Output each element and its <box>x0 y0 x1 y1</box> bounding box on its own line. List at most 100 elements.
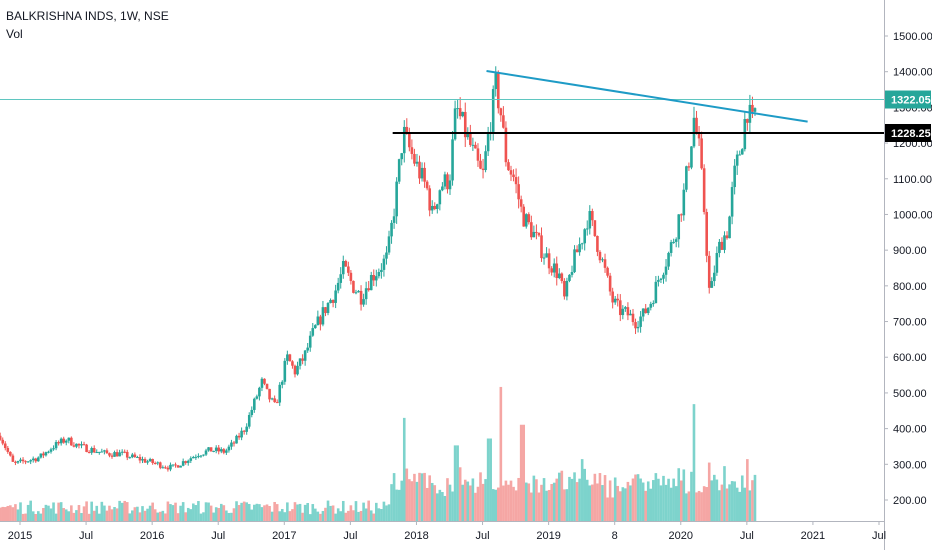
volume-bar <box>275 504 279 521</box>
candle-body <box>730 187 734 217</box>
candle <box>608 272 612 296</box>
candle <box>550 266 553 276</box>
volume-bar <box>6 505 10 521</box>
candle-body <box>306 347 309 351</box>
candle-body <box>352 280 355 293</box>
candle <box>504 121 508 167</box>
candle-body <box>293 365 297 375</box>
candle <box>469 124 472 147</box>
volume-bar <box>631 478 635 521</box>
symbol-title: BALKRISHNA INDS, 1W, NSE <box>6 9 169 23</box>
volume-bar <box>42 508 45 521</box>
volume-bar <box>293 502 297 521</box>
candle <box>336 277 340 294</box>
volume-bar <box>408 479 411 521</box>
volume-bar <box>82 506 86 521</box>
candle-body <box>120 451 124 453</box>
volume-bar <box>87 513 91 521</box>
candle-body <box>453 108 457 140</box>
candle <box>390 220 393 244</box>
candle <box>428 185 431 217</box>
candle <box>636 320 640 333</box>
candle-body <box>31 458 35 461</box>
volume-bar <box>138 512 142 521</box>
candle-body <box>636 326 640 329</box>
volume-bar <box>334 513 337 521</box>
candle <box>730 181 734 225</box>
volume-bar <box>509 480 513 521</box>
drawings[interactable] <box>0 69 884 134</box>
volume-bar <box>280 508 284 521</box>
candle-body <box>275 402 279 404</box>
candle <box>80 441 83 449</box>
volume-bar <box>11 507 15 521</box>
volume-bar <box>448 484 452 521</box>
candle <box>715 246 719 276</box>
volume-bar <box>367 500 370 521</box>
candle <box>613 296 617 305</box>
trendline[interactable] <box>486 69 808 123</box>
volume-bar <box>491 489 495 521</box>
time-axis[interactable]: 2015 Jul 2016 Jul 2017 Jul 2018 Jul 2019 8 2020 Jul… <box>0 521 886 542</box>
price-tick-label: 1400.00 <box>893 67 932 79</box>
volume-bar <box>194 505 198 521</box>
volume-bar <box>402 417 406 522</box>
candle-body <box>682 189 686 216</box>
candle <box>489 122 492 141</box>
candle <box>207 447 210 452</box>
candle <box>418 155 421 184</box>
volume-bar <box>199 513 203 521</box>
volume-bar <box>713 474 716 521</box>
volume-bar <box>489 438 492 521</box>
candle <box>349 270 353 285</box>
support-price-badge-label: 1228.25 <box>891 128 931 140</box>
candle-body <box>377 272 381 277</box>
candle-body <box>545 253 548 258</box>
candle-body <box>326 303 330 314</box>
volume-bar <box>702 486 706 521</box>
chart-legend: BALKRISHNA INDS, 1W, NSE Vol <box>6 7 169 43</box>
volume-bar <box>420 473 424 521</box>
candle <box>364 281 368 305</box>
candle-body <box>415 161 419 164</box>
candle-body <box>214 447 218 451</box>
candle <box>92 445 96 454</box>
price-axis[interactable]: 200.00 300.00 400.00 500.00 600.00 700.00 800.… <box>884 0 932 550</box>
current-price-badge[interactable]: 1322.05 <box>885 90 931 109</box>
price-tick-label: 500.00 <box>893 388 927 400</box>
candle-body <box>204 450 208 455</box>
volume-bar <box>715 479 719 521</box>
candle <box>690 146 693 170</box>
volume-bar <box>436 493 439 521</box>
candle-body <box>153 463 157 465</box>
candle <box>588 205 592 235</box>
candle <box>685 165 688 193</box>
candle-body <box>672 241 675 243</box>
support-price-badge[interactable]: 1228.25 <box>885 123 931 142</box>
volume-bar <box>390 484 393 521</box>
candle <box>514 168 518 194</box>
candle-body <box>11 455 15 462</box>
volume-bar <box>372 513 376 521</box>
candle <box>557 268 561 280</box>
volume-bar <box>316 511 320 521</box>
volume-bar <box>530 492 533 521</box>
volume-bar <box>192 503 195 521</box>
candle <box>158 461 162 470</box>
time-tick-label: Jul <box>343 530 357 542</box>
volume-bar <box>77 505 81 521</box>
volume-bar <box>29 500 32 521</box>
candle <box>601 257 604 263</box>
candle <box>245 423 248 435</box>
volume-bar <box>263 505 266 521</box>
candle <box>552 258 556 278</box>
candle <box>288 353 292 362</box>
candle <box>451 130 454 186</box>
volume-bar <box>296 504 299 521</box>
price-tick-label: 300.00 <box>893 459 927 471</box>
volume-bar <box>606 497 609 521</box>
candle-body <box>298 358 302 366</box>
candle <box>34 457 38 463</box>
